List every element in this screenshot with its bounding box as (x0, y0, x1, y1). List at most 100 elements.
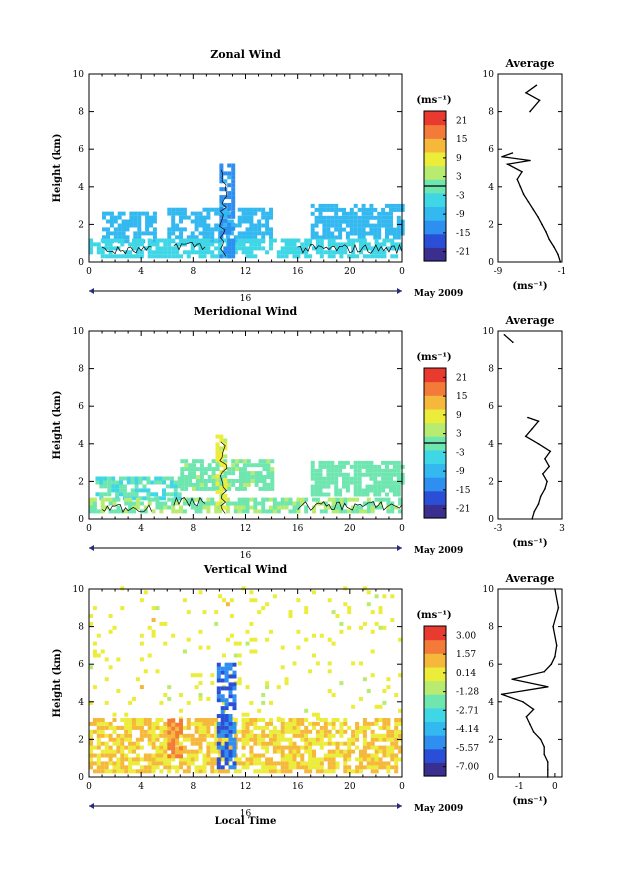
heatmap-cell (327, 238, 332, 243)
heatmap-cell (206, 645, 211, 650)
heatmap-cell (378, 497, 383, 502)
heatmap-cell (308, 749, 313, 754)
heatmap-cell (229, 231, 234, 236)
heatmap-cell (351, 246, 356, 251)
heatmap-cell (335, 250, 340, 255)
heatmap-cell (269, 215, 273, 220)
heatmap-cell (318, 488, 323, 493)
heatmap-cell (96, 761, 101, 766)
heatmap-cell (229, 745, 234, 750)
heatmap-cell (219, 199, 224, 203)
profile-point (537, 216, 539, 218)
heatmap-cell (370, 745, 375, 750)
heatmap-cell (308, 737, 313, 742)
heatmap-cell (257, 725, 262, 730)
heatmap-cell (308, 741, 313, 746)
heatmap-cell (92, 242, 97, 247)
heatmap-cell (104, 733, 109, 738)
heatmap-cell (366, 497, 371, 502)
heatmap-cell (385, 223, 389, 228)
heatmap-cell (194, 741, 199, 746)
heatmap-cell (171, 497, 176, 502)
heatmap-cell (390, 757, 395, 762)
heatmap-cell (339, 741, 344, 746)
heatmap-cell (165, 492, 170, 497)
heatmap-cell (258, 463, 263, 468)
heatmap-cell (220, 710, 225, 715)
heatmap-cell (300, 765, 305, 770)
heatmap-cell (292, 501, 297, 506)
heatmap-cell (396, 460, 401, 465)
heatmap-cell (143, 769, 148, 774)
heatmap-cell (228, 765, 233, 770)
heatmap-cell (163, 238, 168, 243)
heatmap-cell (276, 745, 281, 750)
heatmap-cell (198, 501, 203, 506)
y-axis-label: Height (km) (52, 134, 63, 203)
heatmap-cell (237, 223, 242, 228)
heatmap-cell (167, 738, 172, 743)
heatmap-cell (163, 641, 168, 646)
heatmap-cell (370, 501, 375, 506)
heatmap-cell (186, 501, 191, 506)
heatmap-cell (190, 741, 195, 746)
heatmap-cell (214, 207, 219, 212)
colorbar-segment (424, 395, 446, 410)
heatmap-cell (381, 207, 386, 212)
heatmap-cell (227, 486, 232, 491)
heatmap-cell (214, 509, 219, 514)
heatmap-cell (218, 246, 223, 251)
heatmap-cell (116, 757, 121, 762)
heatmap-cell (245, 765, 250, 770)
heatmap-cell (89, 765, 93, 770)
heatmap-cell (223, 230, 228, 235)
profile-point (519, 186, 522, 188)
heatmap-cell (218, 239, 223, 244)
heatmap-cell (120, 757, 125, 762)
heatmap-cell (128, 242, 133, 247)
heatmap-cell (231, 187, 236, 192)
heatmap-cell (206, 242, 211, 247)
heatmap-cell (171, 730, 176, 735)
heatmap-cell (219, 489, 224, 494)
heatmap-cell (280, 733, 285, 738)
heatmap-cell (224, 678, 229, 683)
heatmap-cell (280, 254, 285, 259)
heatmap-cell (147, 761, 152, 766)
heatmap-cell (398, 497, 403, 502)
heatmap-cell (223, 214, 228, 219)
heatmap-cell (389, 219, 393, 224)
y-tick-label: 6 (78, 145, 84, 155)
heatmap-cell (265, 227, 270, 232)
heatmap-cell (154, 492, 159, 497)
heatmap-cell (167, 734, 172, 739)
heatmap-cell (190, 501, 195, 506)
heatmap-cell (249, 598, 254, 603)
heatmap-cell (284, 238, 289, 243)
heatmap-cell (343, 753, 348, 758)
heatmap-cell (312, 725, 316, 730)
heatmap-cell (100, 741, 105, 746)
heatmap-cell (179, 718, 183, 723)
y-tick-label: 0 (78, 258, 84, 268)
heatmap-cell (351, 254, 356, 259)
heatmap-cell (231, 171, 236, 176)
heatmap-cell (233, 505, 238, 510)
heatmap-cell (334, 223, 339, 228)
contour-line (101, 504, 152, 514)
heatmap-cell (276, 741, 281, 746)
heatmap-cell (171, 501, 176, 506)
heatmap-cell (362, 246, 367, 251)
profile-point (544, 458, 546, 460)
heatmap-cell (186, 215, 191, 220)
heatmap-cell (219, 222, 224, 227)
heatmap-cell (210, 741, 215, 746)
profile-point (548, 238, 550, 241)
y-tick-label: 8 (78, 108, 84, 118)
heatmap-cell (339, 629, 344, 634)
heatmap-cell (143, 733, 148, 738)
heatmap-cell (258, 479, 263, 483)
heatmap-cell (96, 242, 101, 247)
heatmap-cell (396, 492, 401, 497)
heatmap-cell (175, 235, 180, 240)
